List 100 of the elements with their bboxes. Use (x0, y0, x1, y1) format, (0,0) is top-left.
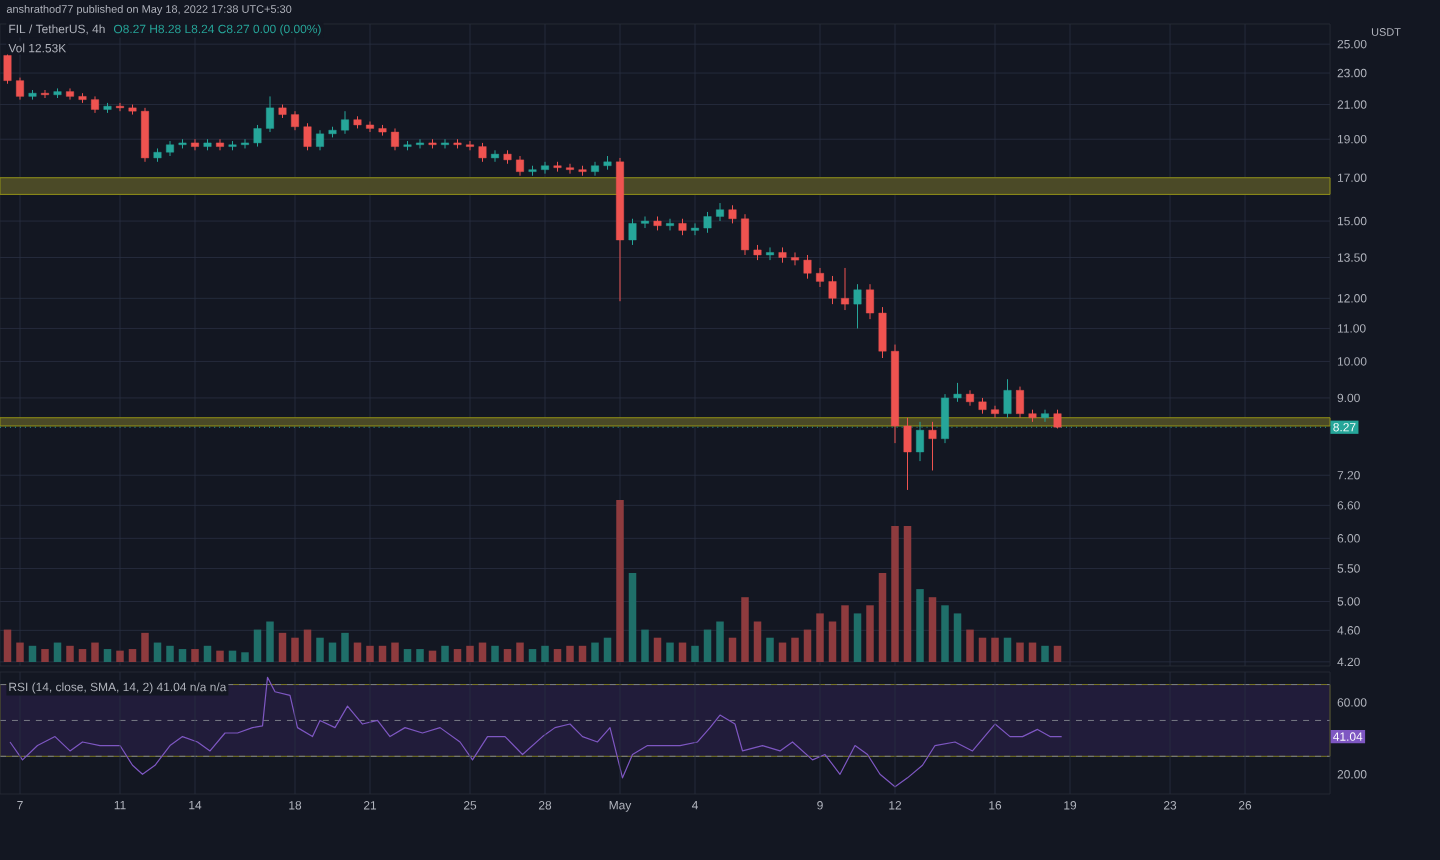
candlestick (478, 142, 487, 163)
candlestick (741, 213, 749, 256)
bar (228, 650, 237, 662)
candlestick (816, 267, 824, 288)
bar (728, 637, 737, 662)
bar (316, 637, 324, 662)
candlestick (291, 110, 299, 131)
bar (916, 589, 924, 662)
bar (441, 645, 449, 662)
bar (266, 621, 274, 662)
candlestick (966, 389, 974, 407)
candlestick (266, 95, 274, 133)
bar (866, 605, 874, 662)
bar (628, 572, 637, 662)
bar (403, 649, 412, 662)
bar (378, 645, 387, 662)
bar (466, 645, 474, 662)
bar (566, 645, 574, 662)
bar (78, 649, 87, 662)
candlestick (191, 138, 199, 151)
candlestick (866, 283, 874, 320)
bar (991, 637, 999, 662)
candlestick (1003, 378, 1012, 419)
bar (141, 632, 149, 662)
bar (541, 645, 549, 662)
bar (353, 642, 362, 662)
bar (591, 642, 599, 662)
bar (53, 642, 62, 662)
candlestick (903, 417, 912, 491)
bar (553, 649, 562, 662)
candlestick (716, 202, 724, 222)
candlestick (853, 283, 862, 329)
bar (1053, 645, 1062, 662)
bar (253, 629, 262, 662)
bar (503, 649, 512, 662)
bar (691, 645, 699, 662)
bar (41, 649, 49, 662)
candlestick (566, 163, 574, 175)
candlestick (766, 246, 774, 261)
bar (291, 637, 299, 662)
bar (953, 613, 962, 662)
candlestick (791, 251, 799, 266)
bar (616, 500, 624, 662)
bar (66, 645, 74, 662)
bar (516, 642, 524, 662)
candlestick (666, 218, 674, 231)
candlestick (216, 138, 224, 151)
candlestick (803, 254, 812, 280)
bar (741, 597, 749, 662)
candlestick (991, 405, 999, 419)
bar (853, 613, 862, 662)
bar (416, 649, 424, 662)
bar (341, 632, 349, 662)
bar (766, 637, 774, 662)
candlestick (3, 52, 12, 85)
bar (203, 645, 212, 662)
bar (578, 645, 587, 662)
bar (428, 650, 437, 662)
bar (1003, 637, 1012, 662)
bar (653, 637, 662, 662)
bar (91, 642, 99, 662)
bar (16, 642, 24, 662)
candlestick (928, 421, 937, 471)
bar (828, 621, 837, 662)
bar (603, 637, 612, 662)
candlestick (366, 120, 374, 133)
bar (1041, 645, 1049, 662)
candlestick (341, 110, 349, 135)
bar (666, 642, 674, 662)
candlestick (516, 155, 524, 177)
bar (716, 621, 724, 662)
bar (366, 645, 374, 662)
bar (703, 629, 712, 662)
candlestick (628, 218, 637, 246)
bar (241, 652, 249, 662)
bar (678, 642, 687, 662)
bar (791, 637, 799, 662)
candlestick (703, 211, 712, 234)
candlestick (66, 87, 74, 101)
bar (803, 629, 812, 662)
bar (491, 645, 499, 662)
bar (166, 645, 174, 662)
candlestick (391, 127, 399, 151)
bar (891, 525, 899, 662)
candlestick (16, 77, 24, 101)
candlestick (491, 149, 499, 163)
candlestick (1016, 386, 1024, 419)
candlestick (878, 306, 887, 359)
bar (966, 629, 974, 662)
candlestick (316, 129, 324, 151)
bar (903, 525, 912, 662)
candlestick (541, 161, 549, 175)
bar (1016, 642, 1024, 662)
candlestick (828, 275, 837, 305)
bar (28, 645, 37, 662)
bar (841, 605, 849, 662)
bar (216, 650, 224, 662)
bar (3, 629, 12, 662)
bar (1028, 642, 1037, 662)
bar (816, 613, 824, 662)
